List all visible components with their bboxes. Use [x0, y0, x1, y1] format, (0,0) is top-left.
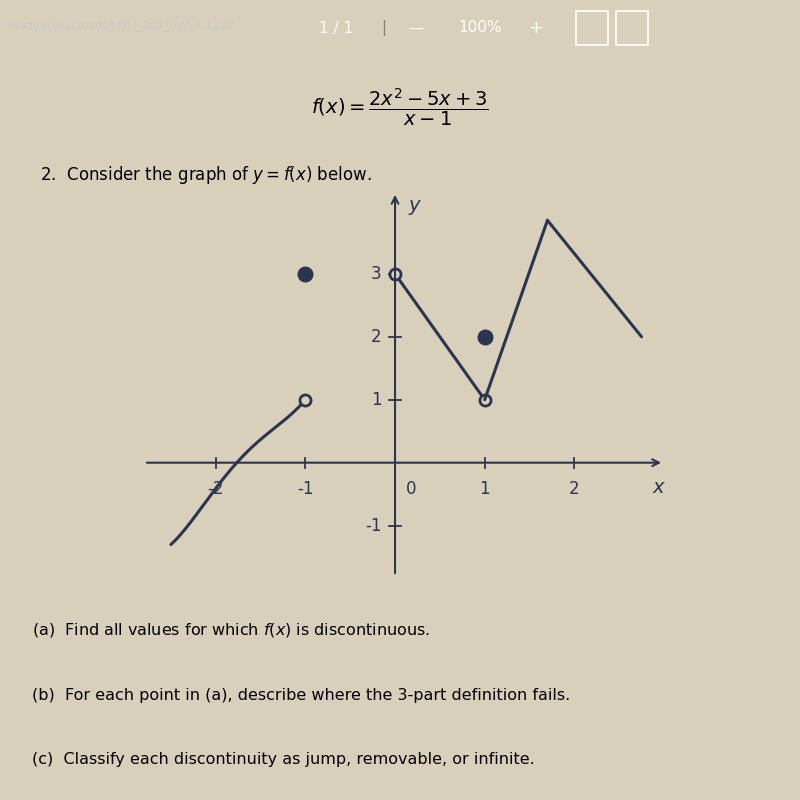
Text: (a)  Find all values for which $f(x)$ is discontinuous.: (a) Find all values for which $f(x)$ is … — [32, 622, 430, 639]
Bar — [576, 11, 608, 45]
Text: -1: -1 — [365, 517, 382, 534]
Text: 1 / 1: 1 / 1 — [319, 21, 353, 35]
Text: |: | — [382, 20, 386, 36]
Text: (b)  For each point in (a), describe where the 3-part definition fails.: (b) For each point in (a), describe wher… — [32, 688, 570, 703]
Text: 2: 2 — [569, 480, 580, 498]
Text: 2: 2 — [371, 328, 382, 346]
Text: maggi/Downloads/MTH_263_HW_4-1.pdf: maggi/Downloads/MTH_263_HW_4-1.pdf — [8, 20, 234, 31]
Text: -2: -2 — [207, 480, 224, 498]
Text: +: + — [529, 19, 543, 37]
Text: (c)  Classify each discontinuity as jump, removable, or infinite.: (c) Classify each discontinuity as jump,… — [32, 752, 534, 766]
Text: 2.  Consider the graph of $y = f(x)$ below.: 2. Consider the graph of $y = f(x)$ belo… — [40, 164, 372, 186]
Text: 1: 1 — [371, 390, 382, 409]
Text: 1: 1 — [479, 480, 490, 498]
Text: 3: 3 — [371, 265, 382, 283]
Text: 100%: 100% — [458, 21, 502, 35]
Text: -1: -1 — [297, 480, 314, 498]
Text: 0: 0 — [406, 480, 417, 498]
Bar — [616, 11, 648, 45]
Text: —: — — [408, 21, 424, 35]
Text: $x$: $x$ — [653, 478, 666, 498]
Text: $f(x) = \dfrac{2x^2 - 5x + 3}{x - 1}$: $f(x) = \dfrac{2x^2 - 5x + 3}{x - 1}$ — [311, 86, 489, 128]
Text: $y$: $y$ — [409, 198, 422, 218]
